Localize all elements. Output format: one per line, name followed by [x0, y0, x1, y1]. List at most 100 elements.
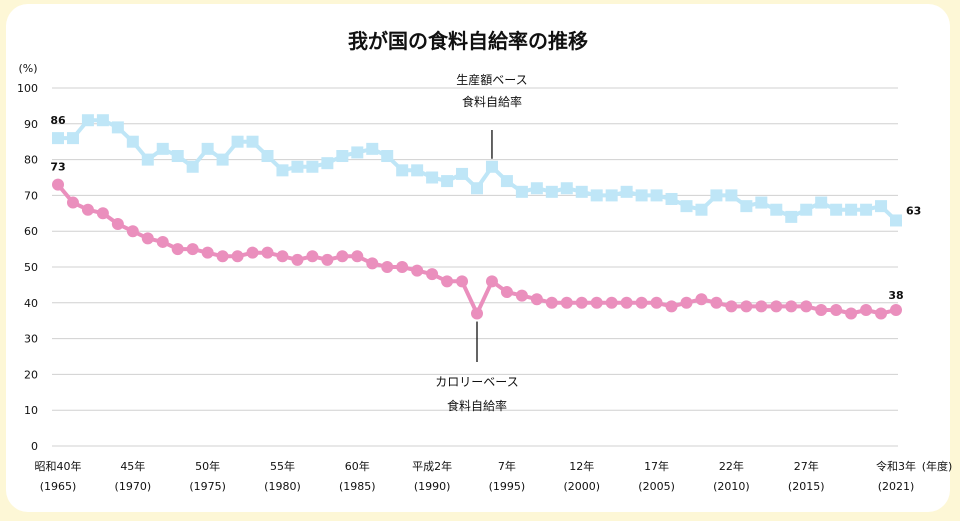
y-tick-label: 50 [24, 261, 38, 274]
data-point-square [381, 150, 394, 163]
x-tick-year-label: (1965) [40, 480, 77, 493]
data-point-square [710, 189, 723, 202]
data-point-square [695, 203, 708, 216]
data-point-circle [770, 300, 783, 313]
y-tick-labels: 0 10 20 30 40 50 60 70 80 90 100 [17, 82, 38, 453]
data-point-square [186, 160, 199, 173]
data-point-circle [96, 207, 109, 220]
x-tick-year-label: (1980) [264, 480, 301, 493]
data-point-circle [800, 300, 813, 313]
data-point-circle [321, 253, 334, 266]
data-point-square [52, 132, 64, 145]
data-point-circle [590, 296, 603, 309]
x-tick-era-label: 27年 [794, 459, 819, 473]
data-point-square [680, 200, 693, 213]
x-tick-era-label: 22年 [719, 459, 744, 473]
x-tick-era-label: 昭和40年 [35, 459, 82, 473]
data-point-circle [710, 296, 723, 309]
data-point-square [141, 153, 154, 166]
y-tick-label: 10 [24, 404, 38, 417]
data-point-square [755, 196, 768, 209]
data-point-square [845, 203, 858, 216]
data-point-circle [246, 246, 259, 259]
data-point-circle [605, 296, 618, 309]
data-point-square [126, 135, 139, 148]
data-point-square [411, 164, 424, 177]
x-tick-era-label: 17年 [644, 459, 669, 473]
data-point-circle [650, 296, 663, 309]
data-point-circle [725, 300, 738, 313]
y-tick-label: 0 [31, 440, 38, 453]
x-tick-labels: 昭和40年 (1965) 45年 (1970) 50年 (1975) 55年 (1980) 60… [35, 459, 917, 493]
data-point-circle [740, 300, 753, 313]
chart-title: 我が国の食料自給率の推移 [348, 29, 588, 53]
data-point-circle [186, 243, 199, 256]
data-point-circle [441, 275, 454, 288]
y-tick-label: 30 [24, 333, 38, 346]
x-tick-year-label: (1995) [489, 480, 526, 493]
data-point-circle [261, 246, 274, 259]
series-label-line2: 食料自給率 [462, 94, 522, 109]
data-point-square [456, 167, 469, 180]
data-point-circle [111, 218, 124, 231]
data-point-square [336, 150, 349, 163]
data-point-circle [755, 300, 768, 313]
chart-card [6, 4, 950, 512]
series-label-line1: カロリーベース [435, 375, 518, 389]
data-point-square [276, 164, 289, 177]
data-point-circle [575, 296, 588, 309]
data-point-circle [875, 307, 888, 320]
x-tick-year-label: (1970) [115, 480, 152, 493]
data-point-square [426, 171, 439, 184]
y-tick-label: 90 [24, 118, 38, 131]
y-tick-label: 20 [24, 368, 38, 381]
data-point-square [815, 196, 828, 209]
data-point-circle [500, 286, 513, 299]
y-tick-label: 80 [24, 154, 38, 167]
data-point-square [306, 160, 319, 173]
data-point-circle [560, 296, 573, 309]
x-tick-year-label: (2005) [638, 480, 675, 493]
x-tick-era-label: 7年 [498, 459, 516, 473]
data-point-circle [485, 275, 498, 288]
data-point-circle [815, 303, 828, 316]
x-tick-year-label: (1985) [339, 480, 376, 493]
data-point-square [66, 132, 79, 145]
data-point-circle [426, 268, 439, 281]
data-point-square [560, 182, 573, 195]
data-point-square [366, 142, 379, 155]
data-point-circle [52, 178, 64, 191]
x-tick-era-label: 50年 [195, 459, 220, 473]
data-point-square [800, 203, 813, 216]
data-point-circle [530, 293, 543, 306]
data-point-circle [291, 253, 304, 266]
data-point-square [635, 189, 648, 202]
data-point-square [261, 150, 274, 163]
data-point-square [515, 185, 528, 198]
data-point-circle [680, 296, 693, 309]
data-point-square [620, 185, 633, 198]
data-point-circle [411, 264, 424, 277]
y-tick-label: 100 [17, 82, 38, 95]
data-point-square [530, 182, 543, 195]
data-point-circle [306, 250, 319, 263]
data-point-square [770, 203, 783, 216]
data-point-square [201, 142, 214, 155]
data-point-circle [201, 246, 214, 259]
data-point-square [216, 153, 229, 166]
x-tick-era-label: 平成2年 [412, 459, 452, 473]
data-point-square [471, 182, 483, 195]
y-tick-label: 40 [24, 297, 38, 310]
data-point-circle [456, 275, 469, 288]
data-point-square [830, 203, 843, 216]
y-axis-unit: (%) [18, 62, 37, 75]
data-point-circle [126, 225, 139, 238]
data-point-circle [785, 300, 798, 313]
x-axis-unit: (年度) [922, 459, 953, 473]
data-label: 63 [906, 204, 921, 217]
data-point-circle [336, 250, 349, 263]
data-point-square [890, 214, 902, 227]
data-point-circle [381, 261, 394, 273]
x-tick-era-label: 令和3年 [876, 459, 916, 473]
